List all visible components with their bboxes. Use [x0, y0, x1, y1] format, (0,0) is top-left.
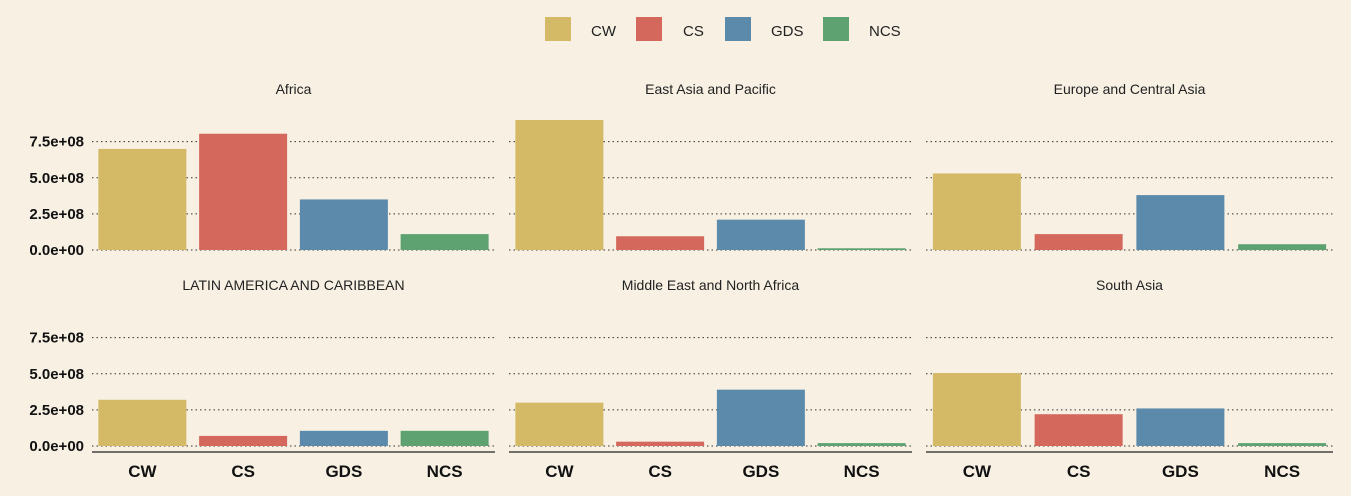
bar-middle-east-and-north-africa-ncs: [817, 443, 906, 446]
legend-swatch-gds: [725, 17, 751, 41]
facet-title-africa: Africa: [276, 81, 312, 97]
facet-title-south-asia: South Asia: [1096, 277, 1163, 293]
bar-south-asia-cs: [1034, 414, 1123, 446]
y-tick-label-latin-america-and-caribbean-0: 0.0e+00: [29, 438, 84, 455]
bar-east-asia-and-pacific-cs: [616, 236, 705, 250]
bar-south-asia-ncs: [1238, 443, 1327, 446]
bar-africa-ncs: [400, 234, 489, 250]
legend-label-gds: GDS: [771, 23, 804, 40]
x-tick-label-south-asia-cs: CS: [1067, 462, 1091, 481]
bar-africa-cs: [199, 133, 288, 250]
y-tick-label-africa-3: 7.5e+08: [29, 134, 84, 151]
bar-latin-america-and-caribbean-gds: [299, 430, 388, 446]
bar-europe-and-central-asia-cw: [932, 173, 1021, 250]
bar-africa-cw: [98, 148, 187, 250]
legend-label-cs: CS: [683, 23, 704, 40]
x-tick-label-middle-east-and-north-africa-cs: CS: [648, 462, 672, 481]
bar-latin-america-and-caribbean-cs: [199, 435, 288, 446]
legend-swatch-cs: [636, 17, 662, 41]
facet-title-east-asia-and-pacific: East Asia and Pacific: [645, 81, 776, 97]
legend-swatch-ncs: [823, 17, 849, 41]
legend-label-cw: CW: [591, 23, 617, 40]
x-tick-label-latin-america-and-caribbean-gds: GDS: [325, 462, 362, 481]
bar-middle-east-and-north-africa-gds: [716, 389, 805, 446]
bar-east-asia-and-pacific-ncs: [817, 248, 906, 250]
facet-title-middle-east-and-north-africa: Middle East and North Africa: [622, 277, 800, 293]
x-tick-label-middle-east-and-north-africa-cw: CW: [545, 462, 574, 481]
y-tick-label-latin-america-and-caribbean-2: 5.0e+08: [29, 366, 84, 383]
legend-swatch-cw: [545, 17, 571, 41]
x-tick-label-south-asia-gds: GDS: [1162, 462, 1199, 481]
y-tick-label-africa-0: 0.0e+00: [29, 242, 84, 259]
bar-europe-and-central-asia-gds: [1136, 195, 1225, 250]
x-tick-label-middle-east-and-north-africa-ncs: NCS: [844, 462, 880, 481]
bar-south-asia-cw: [932, 373, 1021, 446]
x-tick-label-latin-america-and-caribbean-cw: CW: [128, 462, 157, 481]
bar-south-asia-gds: [1136, 408, 1225, 446]
x-tick-label-south-asia-ncs: NCS: [1264, 462, 1300, 481]
y-tick-label-latin-america-and-caribbean-3: 7.5e+08: [29, 330, 84, 347]
y-tick-label-africa-2: 5.0e+08: [29, 170, 84, 187]
y-tick-label-africa-1: 2.5e+08: [29, 206, 84, 223]
bar-middle-east-and-north-africa-cs: [616, 441, 705, 446]
legend-label-ncs: NCS: [869, 23, 901, 40]
bar-europe-and-central-asia-ncs: [1238, 244, 1327, 250]
x-tick-label-latin-america-and-caribbean-cs: CS: [231, 462, 255, 481]
bar-east-asia-and-pacific-cw: [515, 120, 604, 250]
facet-title-europe-and-central-asia: Europe and Central Asia: [1054, 81, 1206, 97]
bar-europe-and-central-asia-cs: [1034, 234, 1123, 250]
x-tick-label-middle-east-and-north-africa-gds: GDS: [742, 462, 779, 481]
facet-title-latin-america-and-caribbean: LATIN AMERICA AND CARIBBEAN: [182, 277, 404, 293]
x-tick-label-south-asia-cw: CW: [963, 462, 992, 481]
bar-middle-east-and-north-africa-cw: [515, 402, 604, 446]
bar-latin-america-and-caribbean-ncs: [400, 430, 489, 446]
y-tick-label-latin-america-and-caribbean-1: 2.5e+08: [29, 402, 84, 419]
bar-latin-america-and-caribbean-cw: [98, 399, 187, 446]
bar-east-asia-and-pacific-gds: [716, 219, 805, 250]
bar-africa-gds: [299, 199, 388, 250]
x-tick-label-latin-america-and-caribbean-ncs: NCS: [427, 462, 463, 481]
